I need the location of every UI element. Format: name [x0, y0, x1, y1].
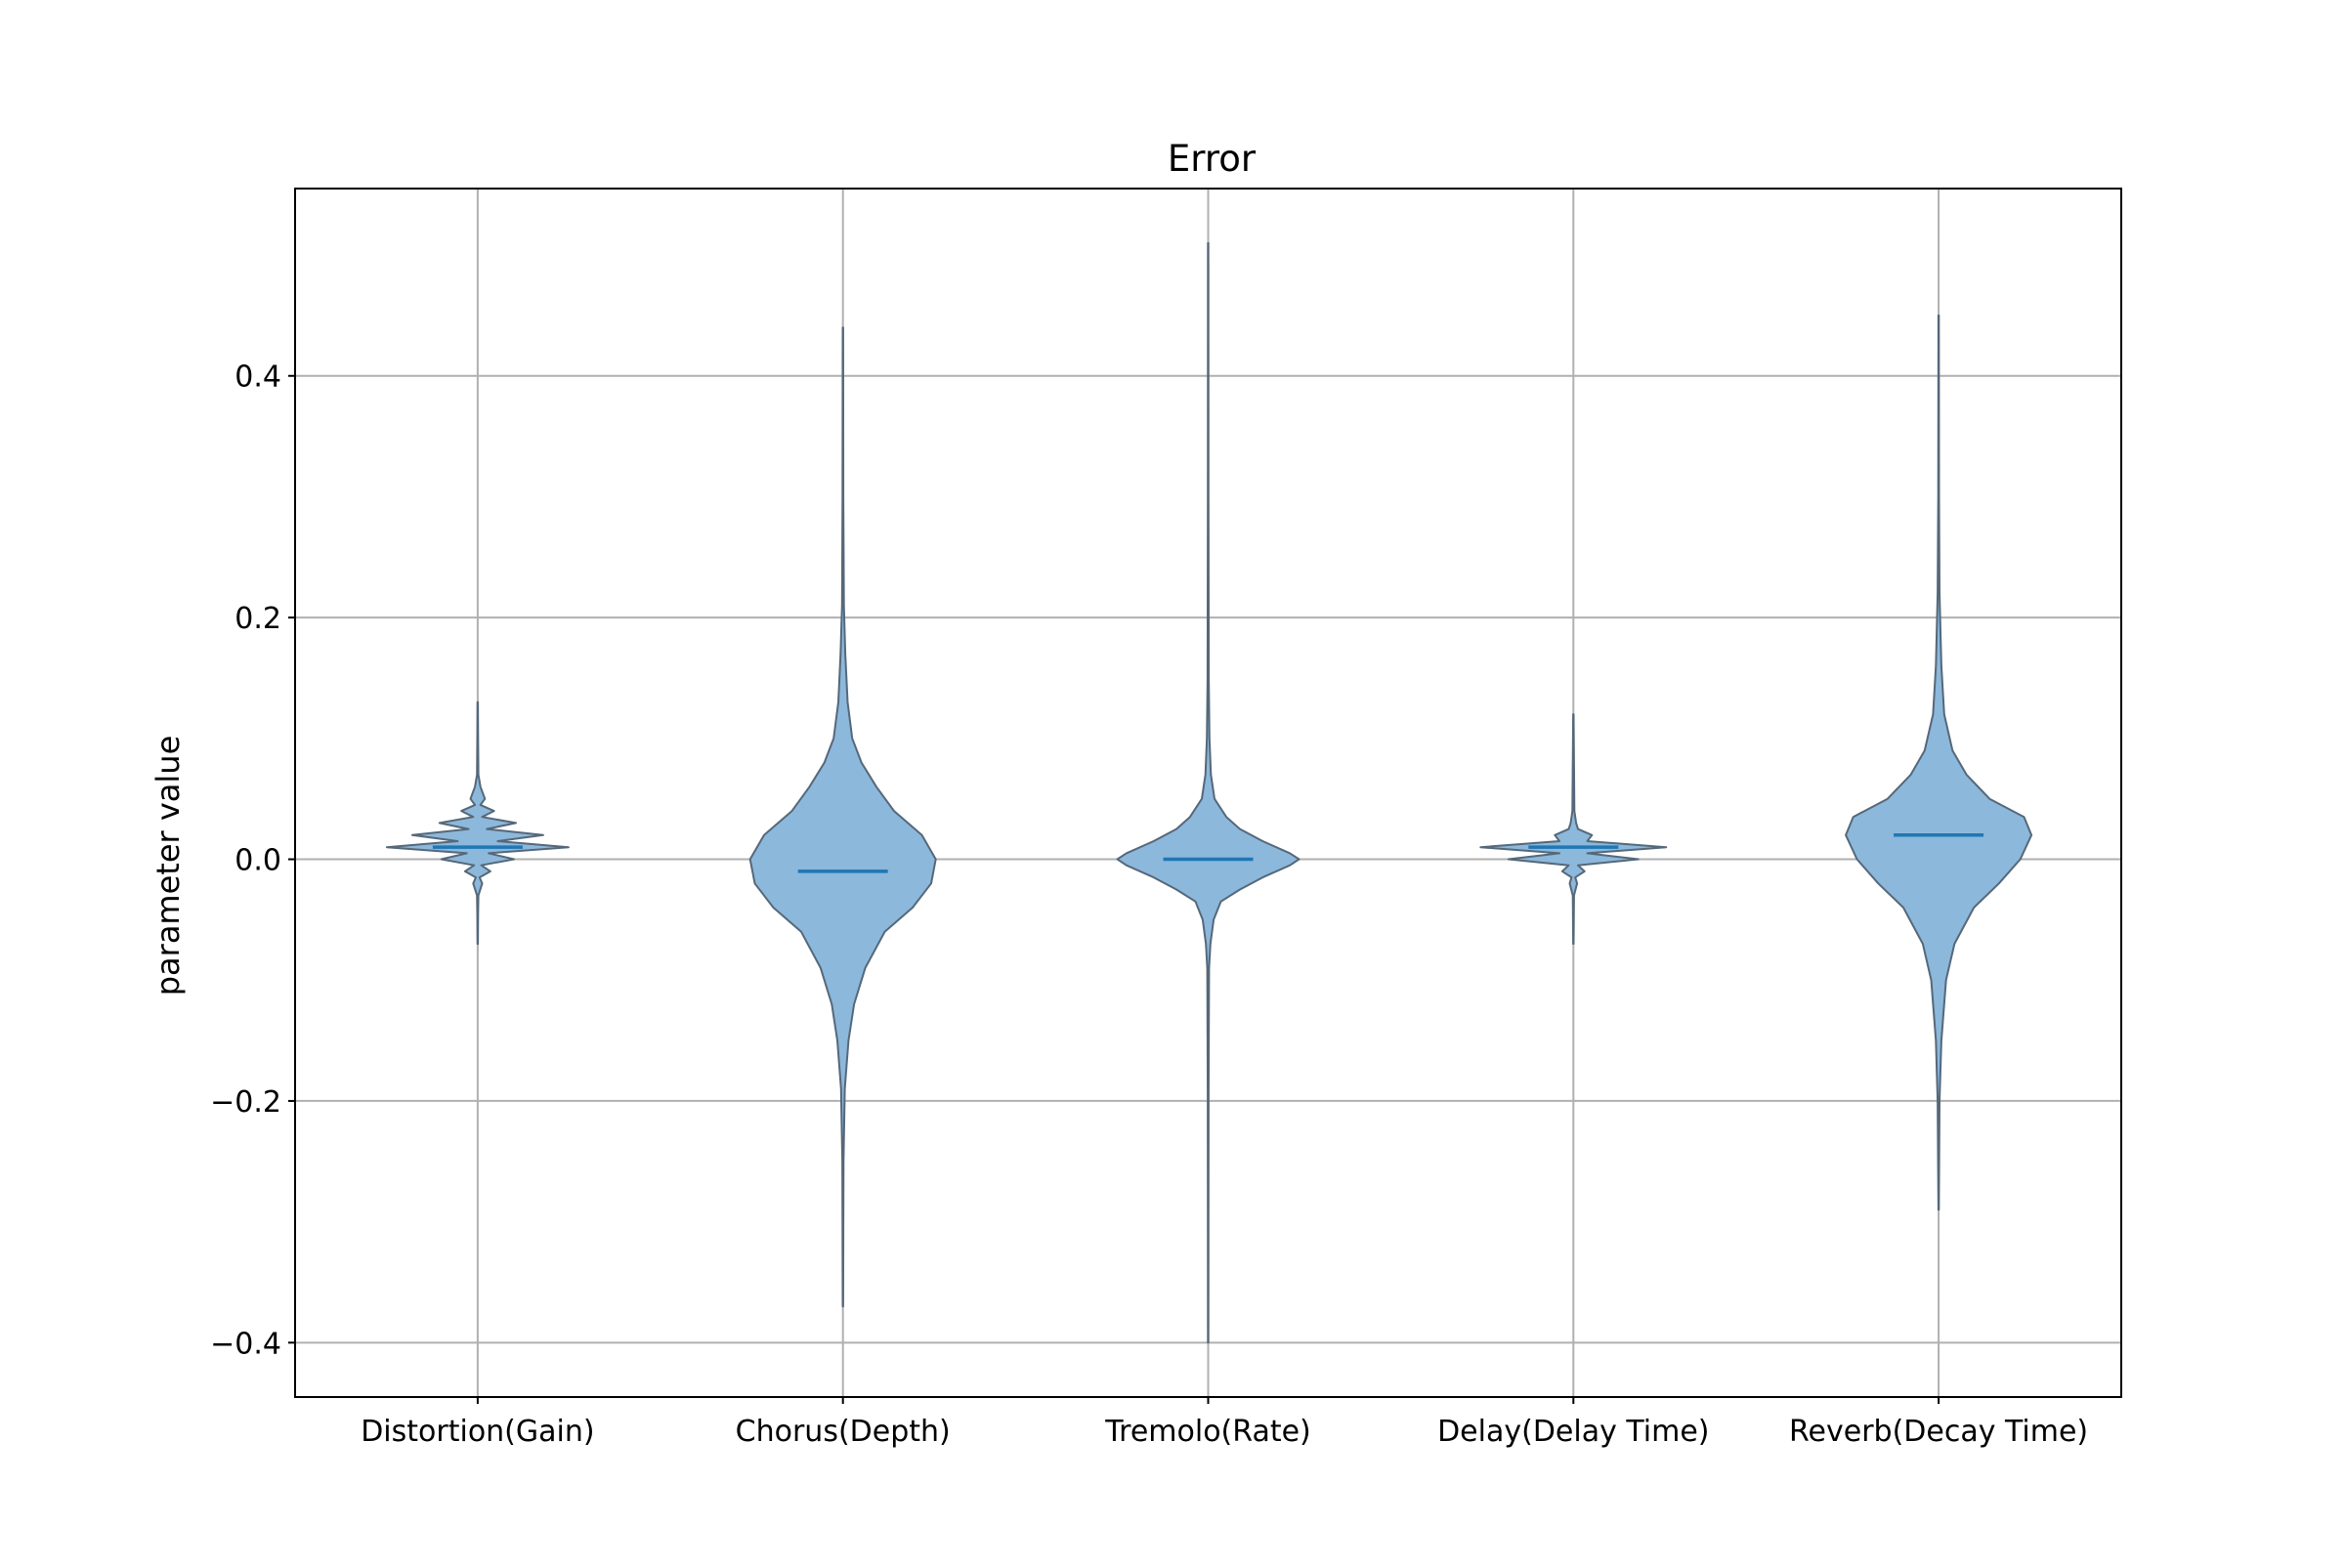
violins	[385, 241, 2033, 1344]
y-tick-label: 0.4	[234, 360, 281, 395]
y-tick-label: −0.2	[210, 1085, 281, 1120]
x-tick-label: Chorus(Depth)	[736, 1415, 951, 1449]
violin-body-4	[1845, 314, 2033, 1211]
x-tick-label: Delay(Delay Time)	[1437, 1415, 1709, 1449]
y-tick-label: 0.0	[234, 844, 281, 878]
x-tick-label: Tremolo(Rate)	[1104, 1415, 1311, 1449]
axis-ticks: −0.4 −0.2 0.0 0.2 0.4 Distortion(Gain) Chorus(…	[210, 360, 2088, 1449]
violin-body-3	[1479, 713, 1668, 946]
plot-frame	[294, 188, 2122, 1398]
violin-body-1	[748, 326, 937, 1308]
chart-title: Error	[1168, 138, 1257, 180]
violin-body-0	[385, 700, 570, 946]
x-tick-label: Distortion(Gain)	[361, 1415, 594, 1449]
y-tick-label: 0.2	[234, 602, 281, 636]
x-tick-label: Reverb(Decay Time)	[1789, 1415, 2088, 1449]
y-tick-label: −0.4	[210, 1327, 281, 1361]
y-axis-label: parameter value	[149, 736, 187, 996]
violin-body-2	[1116, 241, 1300, 1344]
